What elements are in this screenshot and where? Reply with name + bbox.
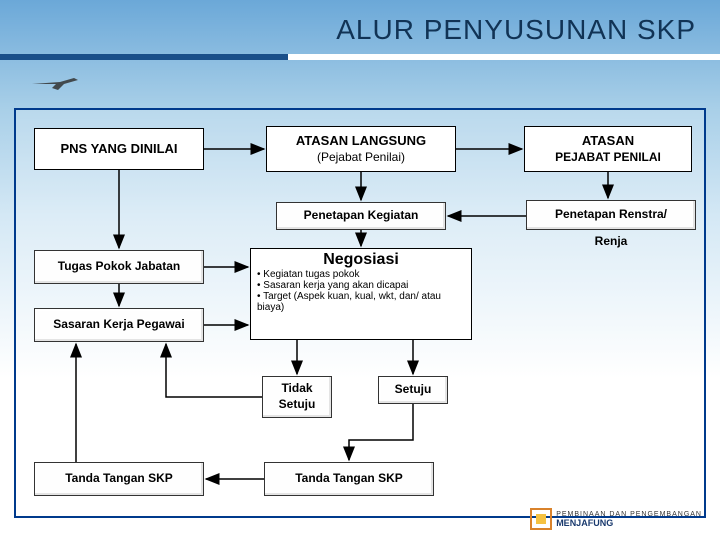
node-atasan-pejabat-penilai: ATASAN PEJABAT PENILAI (524, 126, 692, 172)
diagram-canvas: PNS YANG DINILAI ATASAN LANGSUNG (Pejaba… (14, 108, 706, 518)
node-renja-label: Renja (526, 234, 696, 250)
node-tugas-pokok-jabatan: Tugas Pokok Jabatan (34, 250, 204, 284)
node-tidak-setuju: Tidak Setuju (262, 376, 332, 418)
node-penetapan-renstra: Penetapan Renstra/ (526, 200, 696, 230)
node-penetapan-kegiatan: Penetapan Kegiatan (276, 202, 446, 230)
logo-subtitle: PEMBINAAN DAN PENGEMBANGAN (556, 511, 702, 518)
footer-logo: PEMBINAAN DAN PENGEMBANGAN MENJAFUNG (530, 508, 702, 530)
node-negosiasi: Negosiasi • Kegiatan tugas pokok • Sasar… (250, 248, 472, 340)
negosiasi-title: Negosiasi (257, 251, 465, 269)
node-tanda-tangan-skp-left: Tanda Tangan SKP (34, 462, 204, 496)
node-atasan-langsung: ATASAN LANGSUNG (Pejabat Penilai) (266, 126, 456, 172)
node-setuju: Setuju (378, 376, 448, 404)
node-tanda-tangan-skp-mid: Tanda Tangan SKP (264, 462, 434, 496)
logo-icon (530, 508, 552, 530)
node-sasaran-kerja-pegawai: Sasaran Kerja Pegawai (34, 308, 204, 342)
title-underline (0, 54, 720, 60)
node-pns-yang-dinilai: PNS YANG DINILAI (34, 128, 204, 170)
page-title: ALUR PENYUSUNAN SKP (0, 14, 720, 46)
negosiasi-bullets: • Kegiatan tugas pokok • Sasaran kerja y… (257, 269, 465, 313)
logo-title: MENJAFUNG (556, 518, 702, 528)
